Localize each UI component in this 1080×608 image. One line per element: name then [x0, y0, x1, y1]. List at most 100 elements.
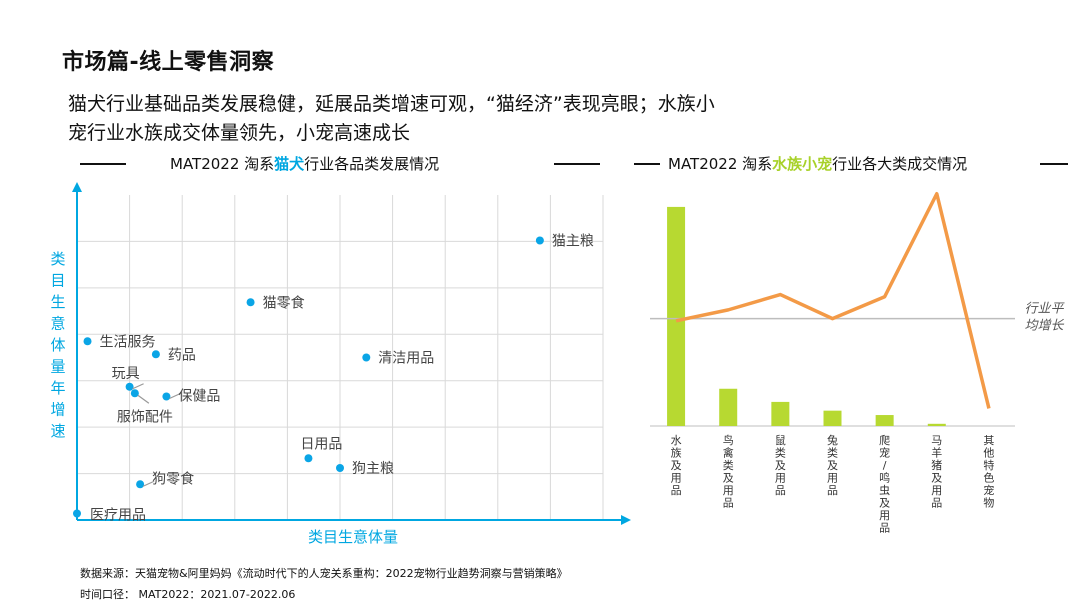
left-title-prefix: MAT2022 淘系: [170, 155, 275, 173]
bar-category-label-char: 及: [723, 472, 734, 485]
left-chart-title: MAT2022 淘系猫犬行业各品类发展情况: [170, 153, 439, 174]
bar-category-label-char: 品: [775, 484, 786, 497]
scatter-point: [162, 392, 171, 401]
scatter-y-axis-label-char: 速: [50, 422, 65, 440]
scatter-grid: [77, 195, 604, 520]
page-title: 市场篇-线上零售洞察: [62, 50, 275, 75]
scatter-point-label: 医疗用品: [90, 508, 146, 524]
bar-category-label-char: 类: [775, 446, 786, 460]
scatter-y-axis-label-char: 量: [50, 358, 65, 376]
bar-category-label-char: 宠: [879, 446, 890, 460]
bar-category-label-char: 用: [671, 472, 682, 485]
bar-category-label-char: 及: [775, 459, 786, 472]
bar-category-label-char: 水: [671, 434, 682, 447]
bar-growth-line: [675, 192, 991, 409]
bar-category-label-char: 品: [879, 522, 890, 535]
bar-category-label-char: 品: [723, 497, 734, 510]
bar: [875, 415, 894, 426]
bar-category-label-char: /: [883, 459, 887, 472]
scatter-leader: [142, 480, 155, 487]
bar-category-label-char: 特: [983, 458, 994, 472]
bar: [771, 401, 790, 426]
scatter-leader: [169, 392, 181, 400]
reference-line-label: 行业平: [1024, 302, 1065, 317]
bar-category-label-char: 品: [931, 497, 942, 510]
scatter-x-axis-label: 类目生意体量: [308, 528, 398, 546]
bar-category-label-char: 品: [671, 484, 682, 497]
right-title-dash-right: [1040, 163, 1068, 165]
bar-category-label-char: 宠: [983, 483, 994, 497]
scatter-point: [535, 236, 544, 245]
headline: 猫犬行业基础品类发展稳健，延展品类增速可观，“猫经济”表现亮眼；水族小 宠行业水…: [68, 90, 968, 148]
scatter-y-axis-label-char: 类: [50, 250, 65, 268]
bar-category-label-char: 鸟: [723, 433, 734, 447]
bar-category-label-char: 族: [671, 446, 682, 460]
bar-category-label-char: 色: [983, 471, 994, 485]
scatter-leader: [137, 394, 150, 404]
bar-category-label-char: 及: [827, 459, 838, 472]
right-title-prefix: MAT2022 淘系: [668, 155, 773, 173]
right-title-suffix: 行业各大类成交情况: [832, 155, 968, 173]
bar-category-label-char: 虫: [879, 484, 890, 497]
footer-source: 数据来源：天猫宠物&阿里妈妈《流动时代下的人宠关系重构：2022宠物行业趋势洞察…: [80, 567, 568, 580]
bar-category-label-char: 禽: [723, 446, 734, 460]
bar-category-label-char: 及: [931, 472, 942, 485]
scatter-y-axis-label-char: 意: [50, 315, 65, 333]
bar-bars: [667, 206, 946, 426]
left-title-dash-right: [554, 163, 600, 165]
scatter-point-label: 日用品: [300, 436, 342, 452]
growth-line: [675, 192, 991, 409]
bar: [927, 423, 946, 426]
bar-category-label-char: 物: [983, 496, 994, 510]
bar-category-label-char: 用: [723, 484, 734, 497]
scatter-point-label: 玩具: [112, 366, 140, 382]
scatter-point: [304, 454, 313, 463]
scatter-y-axis-label-char: 目: [50, 272, 65, 290]
bar-category-label-char: 类: [827, 446, 838, 460]
bar-category-label-char: 及: [671, 459, 682, 472]
bar: [667, 206, 686, 426]
scatter-point: [246, 298, 255, 307]
left-title-highlight: 猫犬: [274, 155, 305, 173]
scatter-leader: [132, 383, 144, 390]
bar-category-label-char: 爬: [879, 434, 890, 447]
bar-category-label-char: 其: [983, 434, 994, 447]
scatter-y-axis-label-char: 增: [50, 401, 65, 419]
scatter-point-label: 服饰配件: [117, 409, 173, 425]
scatter-y-axis-label-char: 生: [50, 293, 65, 311]
scatter-point-label: 生活服务: [100, 334, 156, 350]
bar-category-label-char: 鸣: [879, 471, 890, 485]
headline-line-1: 猫犬行业基础品类发展稳健，延展品类增速可观，“猫经济”表现亮眼；水族小: [68, 93, 715, 115]
scatter-y-axis-label-char: 体: [50, 336, 65, 354]
reference-line-label: 均增长: [1024, 319, 1064, 334]
bar-category-label-char: 猪: [931, 459, 942, 472]
bar-category-label-char: 兔: [827, 433, 838, 447]
scatter-y-axis-label-char: 年: [50, 379, 65, 397]
scatter-point: [83, 337, 92, 346]
scatter-point: [362, 353, 371, 362]
bar-category-label-char: 鼠: [775, 433, 786, 447]
scatter-point: [151, 350, 160, 359]
scatter-point-label: 保健品: [178, 389, 220, 405]
bar: [823, 410, 842, 426]
scatter-point: [73, 509, 81, 518]
bar-category-label-char: 用: [775, 472, 786, 485]
bar-category-label-char: 品: [827, 484, 838, 497]
bar-category-labels: 水族及用品鸟禽类及用品鼠类及用品兔类及用品爬宠/鸣虫及用品马羊猪及用品其他特色宠…: [671, 433, 995, 535]
scatter-point: [125, 382, 134, 391]
scatter-point-label: 猫零食: [263, 294, 305, 311]
bar-category-label-char: 用: [931, 484, 942, 497]
bar-category-label-char: 类: [723, 458, 734, 472]
scatter-y-axis-arrow: [72, 182, 82, 192]
right-title-highlight: 水族小宠: [772, 155, 833, 173]
scatter-point-label: 药品: [168, 347, 196, 363]
scatter-axes: [72, 182, 631, 525]
scatter-point: [336, 464, 344, 472]
scatter-point: [136, 480, 145, 489]
scatter-point-label: 狗主粮: [352, 461, 394, 477]
left-title-suffix: 行业各品类发展情况: [304, 155, 440, 173]
